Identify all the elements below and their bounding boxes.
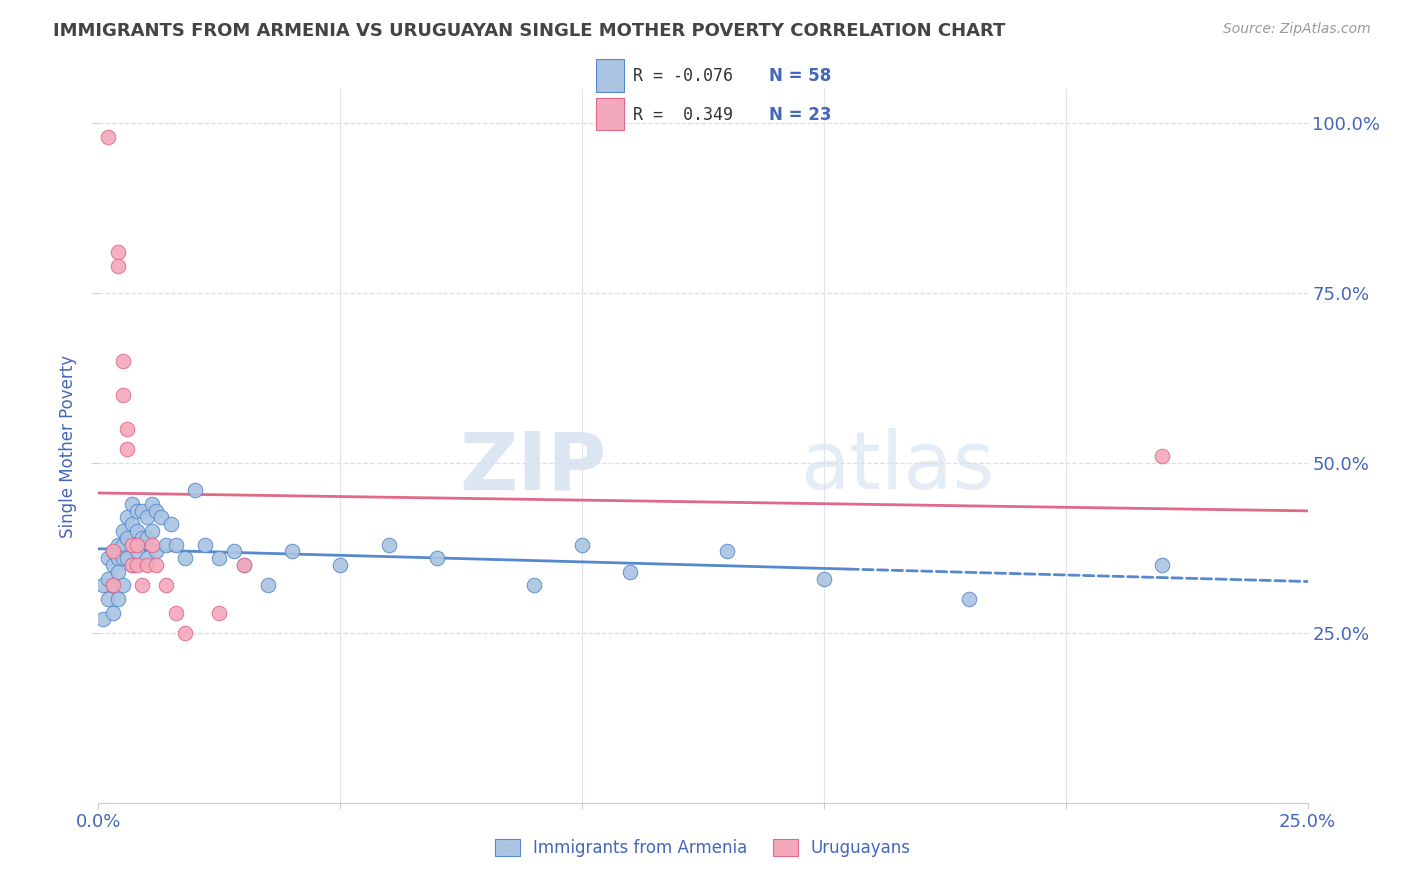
Point: [117, 422, 139, 436]
Point: [131, 531, 153, 545]
Point: [165, 606, 187, 620]
Point: [208, 551, 231, 566]
Point: [107, 551, 129, 566]
Point: [160, 517, 183, 532]
Point: [121, 558, 143, 572]
Point: [184, 483, 207, 498]
Text: IMMIGRANTS FROM ARMENIA VS URUGUAYAN SINGLE MOTHER POVERTY CORRELATION CHART: IMMIGRANTS FROM ARMENIA VS URUGUAYAN SIN…: [53, 22, 1005, 40]
Point: [377, 537, 399, 551]
Bar: [596, 97, 624, 130]
Point: [111, 537, 134, 551]
Point: [1152, 449, 1174, 463]
Point: [107, 259, 129, 273]
Bar: [596, 60, 624, 92]
Point: [208, 606, 231, 620]
Point: [1152, 558, 1174, 572]
Point: [256, 578, 278, 592]
Point: [117, 442, 139, 457]
Point: [571, 537, 593, 551]
Point: [131, 578, 153, 592]
Text: N = 58: N = 58: [769, 68, 831, 86]
Point: [155, 578, 177, 592]
Point: [232, 558, 254, 572]
Point: [91, 578, 114, 592]
Text: atlas: atlas: [800, 428, 994, 507]
Point: [165, 537, 187, 551]
Point: [716, 544, 738, 558]
Point: [135, 551, 157, 566]
Point: [101, 578, 124, 592]
Point: [426, 551, 449, 566]
Point: [131, 503, 153, 517]
Point: [111, 578, 134, 592]
Point: [232, 558, 254, 572]
Point: [101, 578, 124, 592]
Point: [107, 591, 129, 606]
Point: [101, 558, 124, 572]
Point: [97, 129, 120, 144]
Point: [150, 510, 173, 524]
Point: [121, 537, 143, 551]
Point: [523, 578, 546, 592]
Point: [101, 606, 124, 620]
Point: [111, 388, 134, 402]
Point: [127, 503, 149, 517]
Point: [813, 572, 835, 586]
Point: [97, 591, 120, 606]
Point: [127, 537, 149, 551]
Point: [222, 544, 245, 558]
Text: R =  0.349: R = 0.349: [633, 105, 733, 123]
Point: [174, 626, 197, 640]
Text: R = -0.076: R = -0.076: [633, 68, 733, 86]
Point: [121, 497, 143, 511]
Point: [111, 524, 134, 538]
Point: [155, 537, 177, 551]
Point: [121, 558, 143, 572]
Point: [329, 558, 352, 572]
Point: [97, 551, 120, 566]
Point: [107, 537, 129, 551]
Y-axis label: Single Mother Poverty: Single Mother Poverty: [59, 354, 77, 538]
Point: [135, 510, 157, 524]
Point: [121, 537, 143, 551]
Point: [127, 524, 149, 538]
Point: [281, 544, 304, 558]
Point: [174, 551, 197, 566]
Text: N = 23: N = 23: [769, 105, 831, 123]
Point: [141, 524, 163, 538]
Point: [145, 558, 167, 572]
Point: [127, 544, 149, 558]
Point: [111, 354, 134, 368]
Point: [194, 537, 217, 551]
Point: [117, 510, 139, 524]
Text: ZIP: ZIP: [458, 428, 606, 507]
Point: [957, 591, 980, 606]
Legend: Immigrants from Armenia, Uruguayans: Immigrants from Armenia, Uruguayans: [486, 831, 920, 866]
Point: [107, 565, 129, 579]
Point: [121, 517, 143, 532]
Point: [97, 572, 120, 586]
Point: [117, 551, 139, 566]
Point: [619, 565, 641, 579]
Point: [135, 558, 157, 572]
Point: [111, 551, 134, 566]
Text: Source: ZipAtlas.com: Source: ZipAtlas.com: [1223, 22, 1371, 37]
Point: [101, 544, 124, 558]
Point: [127, 558, 149, 572]
Point: [145, 503, 167, 517]
Point: [107, 245, 129, 260]
Point: [135, 531, 157, 545]
Point: [141, 497, 163, 511]
Point: [145, 544, 167, 558]
Point: [141, 537, 163, 551]
Point: [117, 531, 139, 545]
Point: [101, 544, 124, 558]
Point: [91, 612, 114, 626]
